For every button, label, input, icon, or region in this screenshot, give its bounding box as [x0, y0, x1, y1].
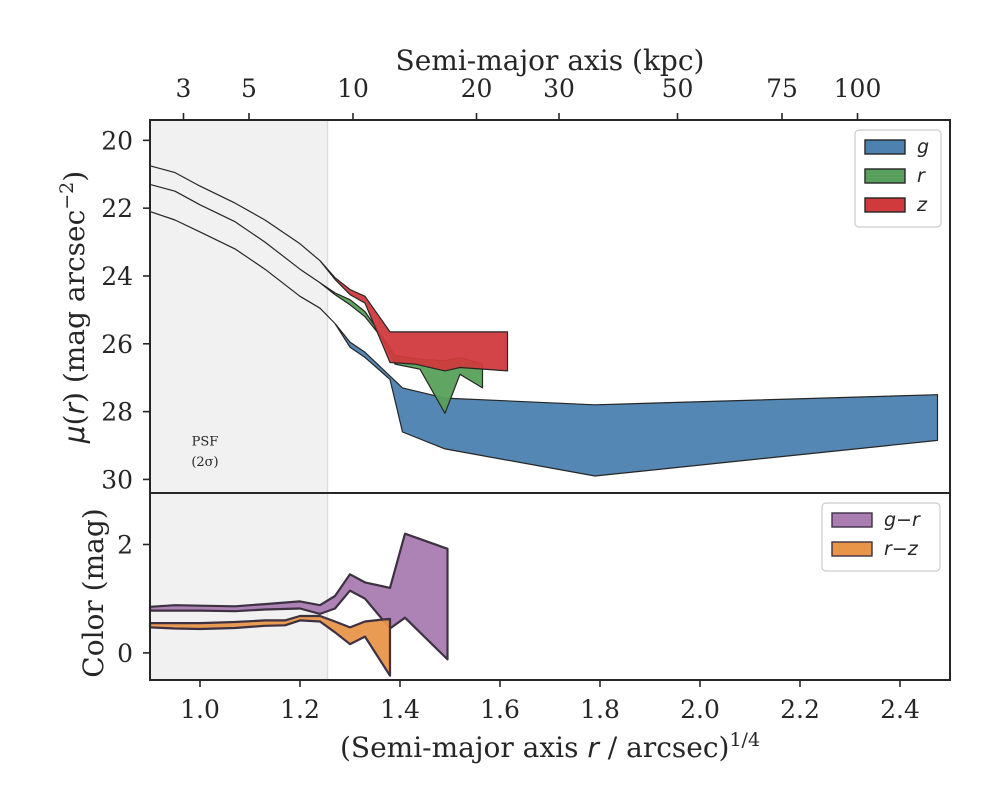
- top-x-tick-label: 10: [337, 74, 369, 103]
- top-x-tick-label: 5: [241, 74, 257, 103]
- series-g-band: [149, 211, 939, 477]
- top-x-tick-label: 20: [461, 74, 493, 103]
- top-x-tick-label: 75: [766, 74, 798, 103]
- series-r-band: [149, 183, 484, 414]
- y-tick-label: 26: [101, 330, 133, 359]
- bottom-x-axis-title: (Semi-major axis r / arcsec)1/4: [340, 729, 760, 764]
- top-x-axis-ticks: 3 5 10 20 30 50 75 100: [176, 74, 882, 120]
- y-tick-label: 20: [101, 126, 133, 155]
- main-y-axis-title: μ(r) (mag arcsec−2): [56, 171, 91, 444]
- legend-label: r: [917, 165, 926, 187]
- top-x-tick-label: 50: [662, 74, 694, 103]
- legend-swatch: [864, 197, 906, 213]
- color-g-minus-r-band: [148, 532, 449, 661]
- psf-annotation-line1: PSF: [192, 435, 219, 450]
- bottom-x-axis-ticks: 1.0 1.2 1.4 1.6 1.8 2.0 2.2 2.4: [180, 680, 920, 724]
- psf-region-color: [150, 493, 328, 680]
- x-tick-label: 1.4: [380, 695, 420, 724]
- color-y-axis-ticks: 02: [117, 530, 150, 668]
- y-tick-label: 30: [101, 465, 133, 494]
- legend-swatch: [864, 168, 906, 184]
- y-tick-label: 24: [101, 262, 133, 291]
- color-panel-frame: [149, 492, 951, 681]
- legend-label: g: [917, 136, 929, 158]
- x-tick-label: 2.4: [880, 695, 920, 724]
- color-y-tick-label: 0: [117, 639, 133, 668]
- legend-label: z: [916, 194, 928, 216]
- x-tick-label: 1.2: [280, 695, 320, 724]
- x-tick-label: 1.8: [580, 695, 620, 724]
- legend-label: g−r: [884, 509, 921, 531]
- x-tick-label: 2.0: [680, 695, 720, 724]
- main-legend: grz: [854, 129, 942, 228]
- legend-swatch: [864, 139, 906, 155]
- series-z-band: [149, 165, 509, 372]
- x-tick-label: 1.6: [480, 695, 520, 724]
- legend-swatch: [831, 541, 873, 557]
- color-y-tick-label: 2: [117, 530, 133, 559]
- x-tick-label: 1.0: [180, 695, 220, 724]
- color-r-minus-z-band: [148, 614, 392, 677]
- psf-region-main: [150, 120, 328, 493]
- y-tick-label: 28: [101, 398, 133, 427]
- top-x-axis-title: Semi-major axis (kpc): [396, 44, 705, 77]
- surface-brightness-series: [149, 165, 939, 477]
- x-tick-label: 2.2: [780, 695, 820, 724]
- top-x-tick-label: 30: [543, 74, 575, 103]
- color-legend: g−r r−z: [821, 502, 941, 572]
- psf-annotation-line2: (2σ): [191, 455, 218, 470]
- color-series: [148, 532, 449, 677]
- y-tick-label: 22: [101, 194, 133, 223]
- legend-swatch: [831, 512, 873, 528]
- main-y-axis-ticks: 20 22 24 26 28 30: [101, 126, 150, 494]
- top-x-tick-label: 100: [834, 74, 882, 103]
- legend-label: r−z: [884, 538, 919, 560]
- color-y-axis-title: Color (mag): [77, 508, 110, 677]
- top-x-tick-label: 3: [176, 74, 192, 103]
